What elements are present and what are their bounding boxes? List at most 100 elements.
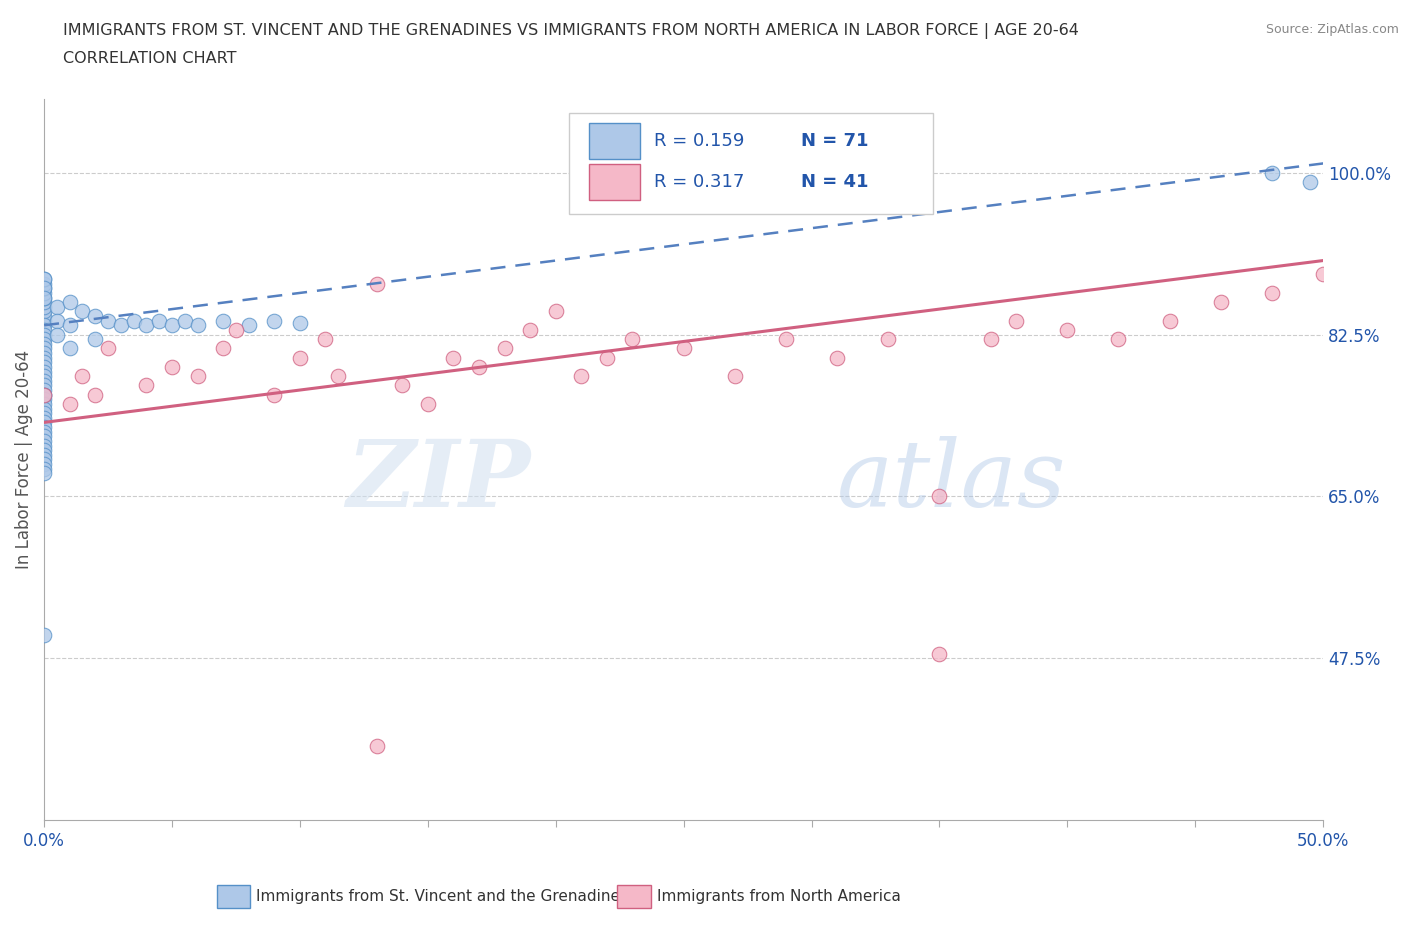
- Point: [877, 332, 900, 347]
- Point: [32, 433, 55, 448]
- Point: [32, 461, 55, 476]
- Point: [32, 276, 55, 291]
- Point: [59, 295, 82, 310]
- Point: [416, 396, 439, 411]
- Point: [288, 315, 311, 330]
- Point: [1312, 267, 1334, 282]
- Point: [72, 304, 94, 319]
- Text: CORRELATION CHART: CORRELATION CHART: [63, 51, 236, 66]
- Point: [32, 318, 55, 333]
- Text: R = 0.159: R = 0.159: [654, 131, 745, 150]
- Point: [32, 281, 55, 296]
- Point: [32, 378, 55, 392]
- Point: [32, 429, 55, 444]
- Point: [1261, 286, 1284, 300]
- Point: [45, 299, 67, 314]
- Point: [32, 337, 55, 352]
- Point: [32, 365, 55, 379]
- Point: [187, 368, 209, 383]
- Point: [32, 290, 55, 305]
- Y-axis label: In Labor Force | Age 20-64: In Labor Force | Age 20-64: [15, 350, 32, 569]
- Point: [621, 332, 644, 347]
- Point: [122, 313, 145, 328]
- Point: [315, 332, 337, 347]
- Point: [32, 286, 55, 300]
- Point: [391, 378, 413, 392]
- Point: [238, 318, 260, 333]
- Point: [32, 355, 55, 370]
- Point: [1005, 313, 1028, 328]
- Point: [32, 313, 55, 328]
- Point: [173, 313, 195, 328]
- Text: N = 41: N = 41: [801, 173, 869, 192]
- Point: [32, 419, 55, 434]
- Point: [32, 628, 55, 643]
- Point: [32, 290, 55, 305]
- Point: [544, 304, 567, 319]
- Point: [1159, 313, 1181, 328]
- Point: [32, 351, 55, 365]
- Text: atlas: atlas: [837, 436, 1067, 526]
- Point: [59, 341, 82, 356]
- Point: [32, 295, 55, 310]
- Point: [775, 332, 797, 347]
- Point: [32, 332, 55, 347]
- Point: [135, 318, 157, 333]
- Point: [32, 272, 55, 286]
- Point: [148, 313, 170, 328]
- Point: [32, 438, 55, 453]
- Point: [825, 351, 848, 365]
- Point: [212, 341, 235, 356]
- Text: R = 0.317: R = 0.317: [654, 173, 745, 192]
- Point: [263, 387, 285, 402]
- Point: [32, 360, 55, 375]
- Point: [441, 351, 464, 365]
- Point: [672, 341, 695, 356]
- Point: [225, 323, 247, 338]
- Point: [569, 368, 592, 383]
- Point: [72, 368, 94, 383]
- Text: N = 71: N = 71: [801, 131, 869, 150]
- Point: [1261, 166, 1284, 180]
- Point: [32, 466, 55, 481]
- Point: [32, 410, 55, 425]
- FancyBboxPatch shape: [568, 113, 934, 214]
- Point: [32, 457, 55, 472]
- Point: [32, 443, 55, 458]
- Point: [1108, 332, 1130, 347]
- Point: [97, 313, 120, 328]
- Point: [45, 327, 67, 342]
- Point: [97, 341, 120, 356]
- Point: [32, 309, 55, 324]
- Point: [32, 346, 55, 361]
- Point: [32, 299, 55, 314]
- Point: [494, 341, 516, 356]
- Point: [84, 387, 107, 402]
- Point: [928, 489, 950, 504]
- Point: [45, 313, 67, 328]
- Point: [328, 368, 350, 383]
- Point: [32, 382, 55, 397]
- Text: IMMIGRANTS FROM ST. VINCENT AND THE GRENADINES VS IMMIGRANTS FROM NORTH AMERICA : IMMIGRANTS FROM ST. VINCENT AND THE GREN…: [63, 23, 1080, 39]
- Point: [468, 360, 491, 375]
- FancyBboxPatch shape: [589, 123, 640, 159]
- Point: [59, 396, 82, 411]
- Point: [32, 424, 55, 439]
- Point: [596, 351, 619, 365]
- Point: [1299, 175, 1322, 190]
- Point: [135, 378, 157, 392]
- Point: [519, 323, 541, 338]
- Point: [32, 392, 55, 406]
- Point: [980, 332, 1002, 347]
- Point: [187, 318, 209, 333]
- Point: [160, 360, 183, 375]
- Text: Immigrants from North America: Immigrants from North America: [657, 889, 900, 904]
- Point: [32, 387, 55, 402]
- Point: [32, 387, 55, 402]
- Point: [32, 396, 55, 411]
- Point: [32, 447, 55, 462]
- Point: [366, 738, 388, 753]
- Text: ZIP: ZIP: [346, 436, 530, 526]
- Point: [110, 318, 132, 333]
- Point: [1056, 323, 1078, 338]
